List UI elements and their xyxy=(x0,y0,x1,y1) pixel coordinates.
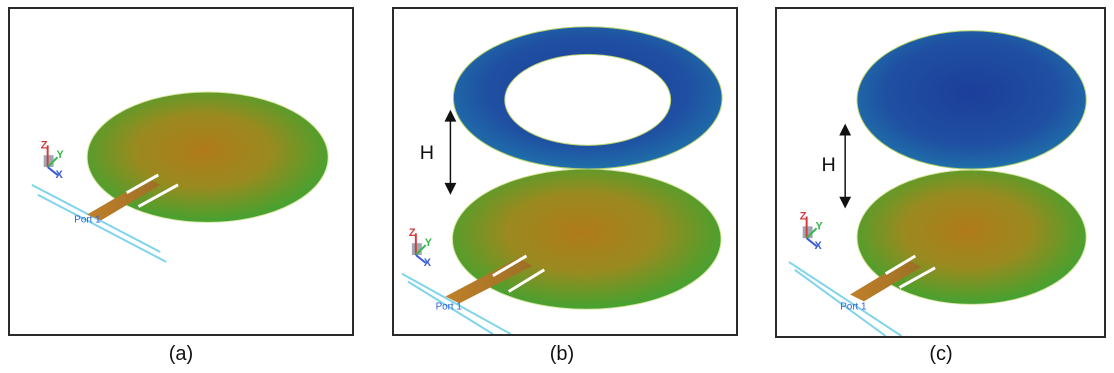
port-line xyxy=(794,269,887,336)
caption-a: (a) xyxy=(168,343,194,365)
axis-triad: Z Y X xyxy=(409,227,433,269)
axis-z-label: Z xyxy=(409,227,416,239)
antenna-figure-c: H Z Y X Port 1 xyxy=(788,30,1087,336)
panel-a: Z Y X Port 1 xyxy=(8,7,354,336)
port-label: Port 1 xyxy=(436,301,462,312)
height-arrow xyxy=(839,123,852,209)
inset-slot xyxy=(884,254,917,276)
parasitic-disc xyxy=(856,30,1087,170)
port-line xyxy=(401,272,512,334)
axis-y-label: Y xyxy=(425,237,433,249)
feed-line xyxy=(850,259,922,302)
axis-triad: Z Y X xyxy=(41,139,65,181)
axis-triad: Z Y X xyxy=(800,210,824,252)
inset-slot xyxy=(492,254,528,277)
axis-z-label: Z xyxy=(800,210,807,222)
axis-z-label: Z xyxy=(41,139,48,151)
parasitic-ring xyxy=(452,26,723,170)
height-arrow xyxy=(444,109,457,195)
antenna-figure-a: Z Y X Port 1 xyxy=(31,91,329,263)
port-line xyxy=(407,280,494,334)
port-label: Port 1 xyxy=(840,301,866,312)
caption-c: (c) xyxy=(929,343,953,365)
axis-x-label: X xyxy=(424,257,432,269)
axis-x-label: X xyxy=(815,240,823,252)
inset-slot xyxy=(507,268,546,293)
axis-y-label: Y xyxy=(57,149,65,161)
port-line xyxy=(31,183,161,253)
port-line xyxy=(37,193,167,263)
panel-c: H Z Y X Port 1 xyxy=(775,7,1106,338)
caption-b: (b) xyxy=(549,343,575,365)
port-label: Port 1 xyxy=(74,214,100,225)
inset-slot xyxy=(125,173,160,195)
antenna-figure-b: H Z Y X Port 1 xyxy=(401,26,723,334)
height-label: H xyxy=(821,154,835,176)
axis-x-label: X xyxy=(56,169,64,181)
feed-line xyxy=(445,257,533,304)
panel-b: H Z Y X Port 1 xyxy=(392,7,738,336)
inset-slot xyxy=(137,183,179,208)
height-label: H xyxy=(420,142,434,164)
inset-slot xyxy=(898,266,936,289)
feed-line xyxy=(87,178,161,221)
patch-disc xyxy=(451,168,722,310)
axis-y-label: Y xyxy=(816,220,824,232)
port-line xyxy=(788,261,903,336)
